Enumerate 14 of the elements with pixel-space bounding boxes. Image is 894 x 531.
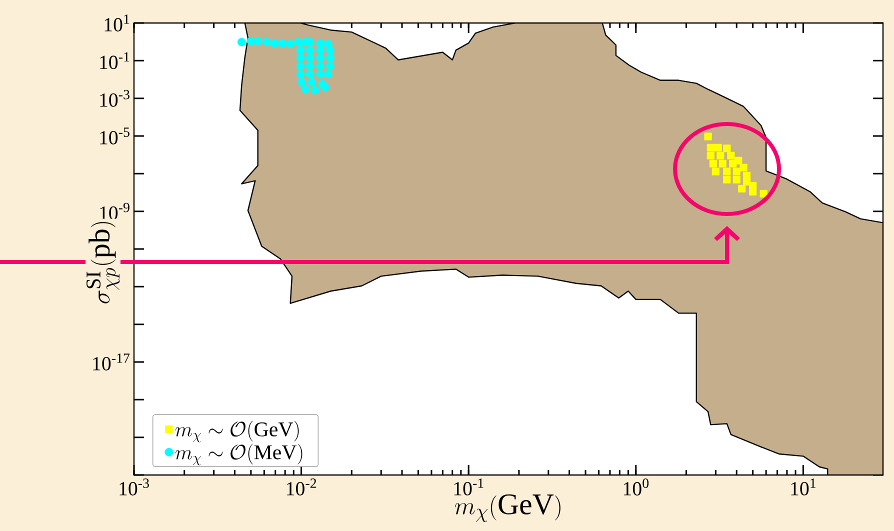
x-tick-label: 10$^{-1}$ bbox=[454, 478, 484, 496]
y-tick-label: 10$^{-5}$ bbox=[100, 128, 130, 144]
x-tick-label: 10$^{-2}$ bbox=[287, 478, 316, 496]
y-tick-label: 10$^{1}$ bbox=[104, 14, 130, 32]
x-tick-label: 10$^{1}$ bbox=[791, 478, 816, 496]
legend-label: $m_\chi \sim \mathcal{O}(\mathrm{MeV})$ bbox=[175, 444, 302, 466]
y-tick-label: 10$^{-1}$ bbox=[100, 52, 130, 70]
x-tick-label: 10$^{0}$ bbox=[624, 478, 649, 496]
y-axis-title: $\sigma^{\mathrm{SI}}_{\chi p}(\mathrm{pb})$ bbox=[86, 222, 120, 304]
y-tick-label: 10$^{-3}$ bbox=[100, 90, 130, 107]
x-tick-label: 10$^{-3}$ bbox=[120, 478, 149, 496]
x-axis-title: $m_\chi(\mathrm{GeV})$ bbox=[454, 494, 560, 522]
y-tick-label: 10$^{-17}$ bbox=[93, 354, 130, 370]
legend-label: $m_\chi \sim \mathcal{O}(\mathrm{GeV})$ bbox=[175, 420, 299, 442]
